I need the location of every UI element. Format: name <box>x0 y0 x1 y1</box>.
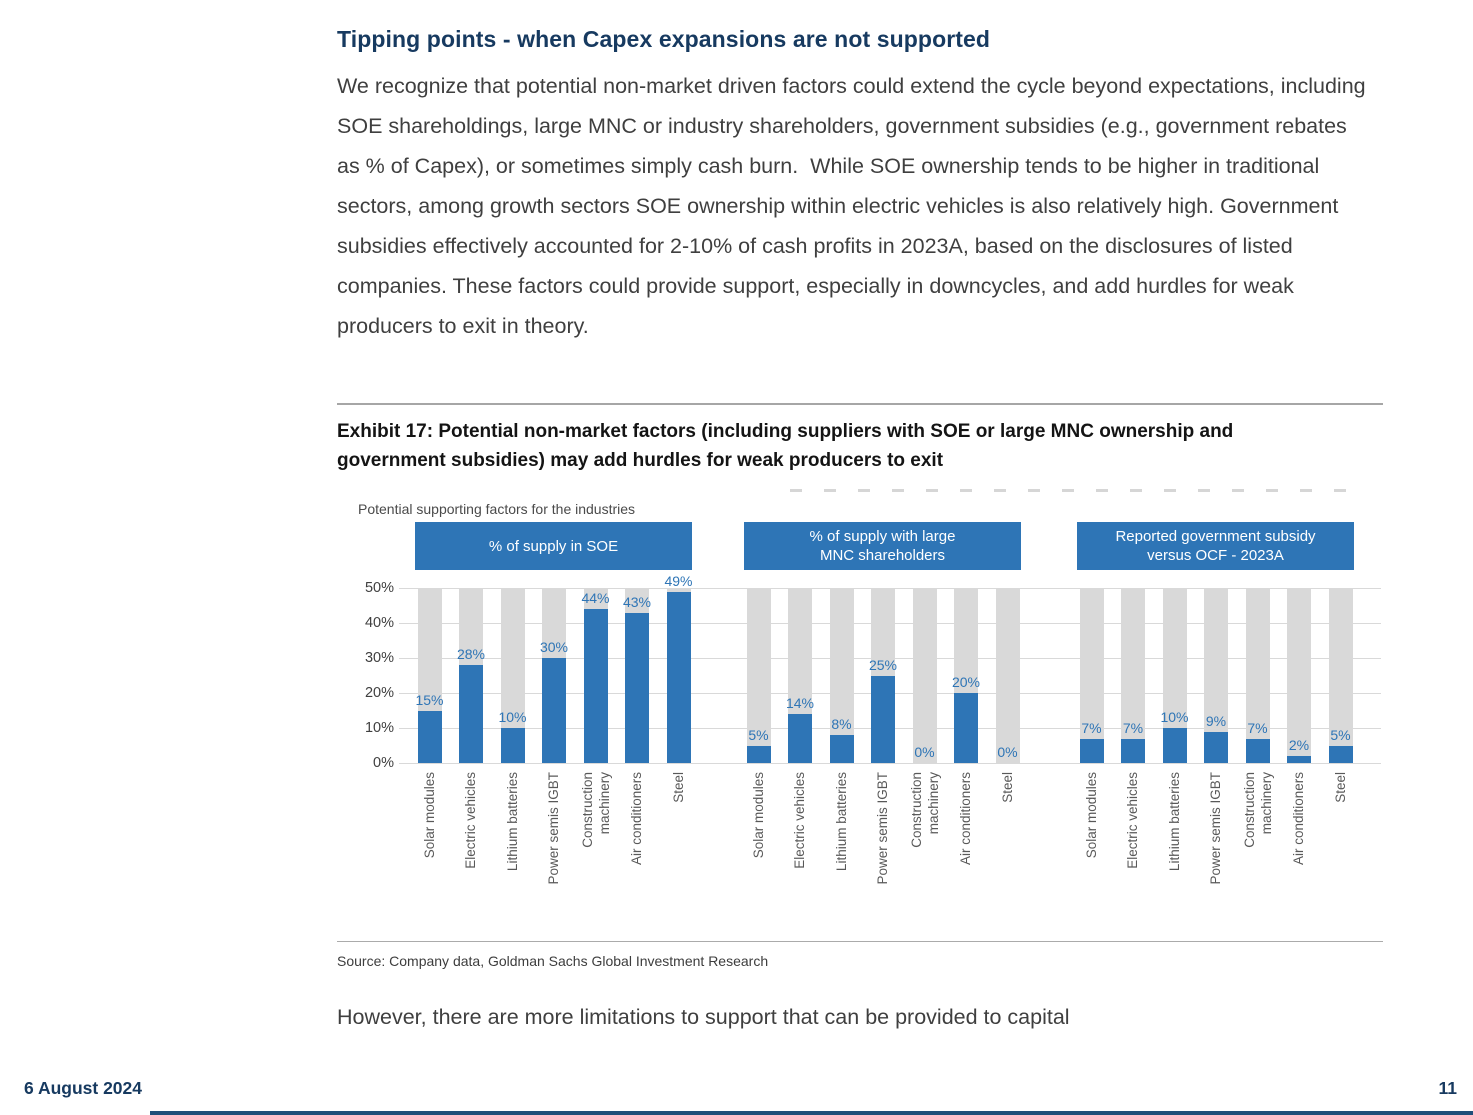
bar-value-label: 49% <box>664 572 693 589</box>
category-label: Steel <box>1332 772 1348 803</box>
bar-background <box>829 588 854 763</box>
bar <box>829 735 854 763</box>
bar-value-label: 0% <box>997 744 1018 760</box>
bar-value-label: 5% <box>1330 726 1351 743</box>
category-label: Electric vehicles <box>463 772 478 869</box>
footer-page-number: 11 <box>1438 1078 1458 1098</box>
y-axis-tick-label: 10% <box>364 720 394 736</box>
y-axis-tick-label: 40% <box>364 615 394 631</box>
category-label: Lithium batteries <box>833 772 849 872</box>
bar-background <box>1245 588 1270 763</box>
category-label: Power semis IGBT <box>546 772 561 885</box>
category-label: Solar modules <box>1083 772 1099 859</box>
bar <box>542 658 566 763</box>
bar-value-label: 30% <box>539 639 569 655</box>
category-label: Lithium batteries <box>504 772 520 872</box>
gridline <box>399 763 1381 764</box>
panel-header: % of supply with large MNC shareholders <box>744 522 1021 570</box>
y-axis-tick-label: 50% <box>364 580 394 596</box>
bar <box>625 612 649 763</box>
category-label: Lithium batteries <box>1166 772 1182 872</box>
category-label: Electric vehicles <box>792 772 807 869</box>
bar-value-label: 10% <box>1160 709 1189 725</box>
footer-bar <box>150 1111 1473 1115</box>
category-label: Construction machinery <box>1241 772 1274 848</box>
bar-background <box>1328 588 1353 763</box>
bar-value-label: 5% <box>748 726 769 743</box>
bar-background <box>1287 588 1311 763</box>
category-label: Steel <box>670 772 686 803</box>
bar <box>1121 738 1145 763</box>
bar-value-label: 15% <box>415 691 444 708</box>
category-label: Air conditioners <box>1291 772 1306 866</box>
bar <box>1328 745 1353 763</box>
bar-value-label: 7% <box>1081 719 1102 736</box>
bar-value-label: 7% <box>1247 719 1268 736</box>
bar-value-label: 44% <box>581 590 610 606</box>
bar-value-label: 2% <box>1288 737 1310 753</box>
category-label: Electric vehicles <box>1125 772 1140 869</box>
bar-value-label: 28% <box>456 646 486 662</box>
bar <box>954 693 978 763</box>
bar <box>746 745 771 763</box>
body-paragraph-2: However, there are more limitations to s… <box>337 1005 1070 1029</box>
bar-background <box>912 588 937 763</box>
bar-background <box>1079 588 1104 763</box>
bar-value-label: 8% <box>831 716 852 732</box>
bar-value-label: 7% <box>1122 719 1144 736</box>
footer-date: 6 August 2024 <box>24 1078 143 1098</box>
bar <box>417 710 442 763</box>
bar <box>1287 756 1311 763</box>
bar <box>871 675 895 763</box>
divider-above-exhibit <box>337 403 1383 405</box>
bar <box>1204 731 1228 763</box>
bar <box>666 591 691 763</box>
bar <box>459 665 483 763</box>
bar-background <box>746 588 771 763</box>
bar <box>1245 738 1270 763</box>
category-label: Construction machinery <box>579 772 612 848</box>
category-label: Air conditioners <box>958 772 973 866</box>
section-heading: Tipping points - when Capex expansions a… <box>337 26 991 52</box>
bar <box>1162 728 1187 763</box>
panel-header: % of supply in SOE <box>415 522 692 570</box>
body-paragraph-1: We recognize that potential non-market d… <box>337 74 1372 338</box>
divider-below-exhibit <box>337 941 1383 942</box>
category-label: Solar modules <box>750 772 766 859</box>
bar-value-label: 10% <box>498 709 527 725</box>
bar <box>500 728 525 763</box>
bar <box>583 609 608 763</box>
bar-background <box>995 588 1020 763</box>
category-label: Solar modules <box>421 772 437 859</box>
exhibit-title: Exhibit 17: Potential non-market factors… <box>337 421 1234 471</box>
y-axis-tick-label: 30% <box>364 650 394 666</box>
panel-header: Reported government subsidy versus OCF -… <box>1077 522 1354 570</box>
bar-value-label: 43% <box>622 593 652 610</box>
bar-value-label: 20% <box>951 674 981 690</box>
bar-value-label: 25% <box>868 656 898 673</box>
bar-background <box>1121 588 1145 763</box>
category-label: Power semis IGBT <box>1208 772 1223 885</box>
bar-value-label: 14% <box>785 695 815 711</box>
bar <box>1079 738 1104 763</box>
category-label: Power semis IGBT <box>875 772 890 885</box>
y-axis-tick-label: 20% <box>364 685 394 701</box>
y-axis-tick-label: 0% <box>373 755 394 771</box>
clipped-text-artifact <box>790 489 1350 492</box>
category-label: Construction machinery <box>908 772 941 848</box>
category-label: Air conditioners <box>629 772 644 866</box>
bar-value-label: 0% <box>914 744 935 760</box>
bar-value-label: 9% <box>1205 712 1227 729</box>
bar <box>788 714 812 763</box>
category-label: Steel <box>999 772 1015 803</box>
source-note: Source: Company data, Goldman Sachs Glob… <box>337 953 769 969</box>
chart-title: Potential supporting factors for the ind… <box>358 501 636 517</box>
